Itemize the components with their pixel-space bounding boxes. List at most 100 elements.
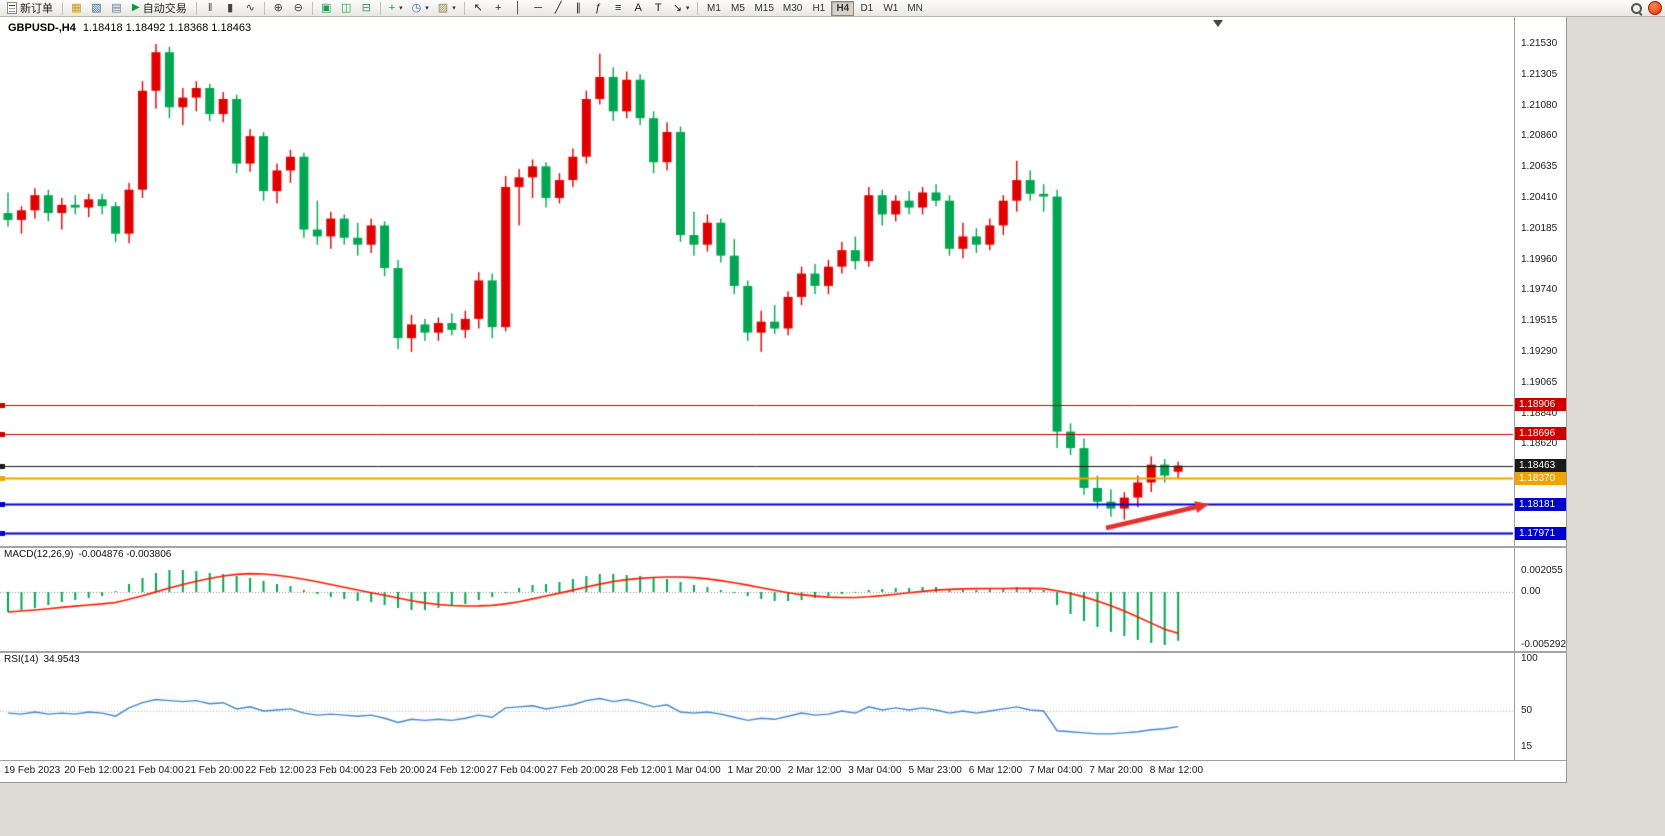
price-tick: 1.21080 (1521, 99, 1558, 111)
toolbar-group-chart-types: ‖ ▮ ∿ (201, 1, 260, 16)
toolbar-separator (62, 1, 63, 15)
timeframe-m1-button[interactable]: M1 (702, 1, 725, 16)
new-order-button[interactable]: 新订单 (2, 1, 58, 16)
periods-menu-button[interactable]: ◷ ▾ (408, 1, 433, 16)
time-axis-separator (0, 760, 1567, 761)
timeframe-d1-button[interactable]: D1 (855, 1, 878, 16)
zoom-in-button[interactable]: ⊕ (269, 1, 288, 16)
cursor-button[interactable]: ↖ (469, 1, 488, 16)
vertical-line-button[interactable]: │ (509, 1, 528, 16)
timeframe-mn-button[interactable]: MN (903, 1, 927, 16)
candlestick-chart-button[interactable]: ▮ (221, 1, 240, 16)
time-label: 2 Mar 12:00 (787, 765, 842, 776)
toolbar-group-timeframes: M1 M5 M15 M30 H1 H4 D1 W1 MN (702, 0, 927, 16)
time-label: 5 Mar 23:00 (908, 765, 962, 776)
price-tick: 1.20185 (1521, 222, 1558, 234)
toolbar-separator (263, 1, 265, 15)
templates-icon: ▨ (437, 1, 449, 14)
text-button[interactable]: A (629, 1, 648, 16)
toolbar-separator (379, 1, 381, 15)
time-label: 24 Feb 12:00 (426, 765, 486, 776)
fibonacci-button[interactable]: ƒ (589, 1, 608, 16)
data-window-button[interactable]: ▤ (107, 1, 126, 16)
indicators-button[interactable]: + ▾ (385, 1, 407, 16)
bar-chart-button[interactable]: ‖ (201, 1, 220, 16)
macd-axis-label: 0.00 (1521, 586, 1541, 597)
auto-trading-button[interactable]: ▶ 自动交易 (127, 1, 192, 16)
dropdown-caret-icon: ▾ (425, 5, 429, 12)
rsi-axis-label: 100 (1521, 653, 1538, 664)
time-label: 7 Mar 04:00 (1029, 765, 1083, 776)
ohlc-values: 1.18418 1.18492 1.18368 1.18463 (82, 22, 252, 34)
price-tick: 1.18620 (1521, 437, 1558, 449)
macd-axis-label: -0.005292 (1521, 638, 1567, 650)
price-tag[interactable]: 1.18906 (1515, 398, 1566, 412)
time-label: 7 Mar 20:00 (1089, 765, 1143, 776)
crosshair-icon: + (494, 1, 502, 14)
time-label: 21 Feb 20:00 (184, 765, 244, 776)
time-label: 21 Feb 04:00 (124, 765, 184, 776)
price-tick: 1.19290 (1521, 345, 1558, 357)
price-tick: 1.21530 (1521, 38, 1558, 49)
equidistant-channel-icon: ∥ (575, 1, 581, 14)
horizontal-line-button[interactable]: ─ (529, 1, 548, 16)
price-tick: 1.19515 (1521, 314, 1558, 326)
price-tag[interactable]: 1.18370 (1515, 471, 1566, 485)
timeframe-w1-button[interactable]: W1 (879, 1, 902, 16)
price-tick: 1.19960 (1521, 253, 1558, 265)
tile-vertically-button[interactable]: ⊟ (357, 1, 376, 16)
price-tag[interactable]: 1.18463 (1515, 459, 1566, 473)
price-tick: 1.20410 (1521, 191, 1558, 203)
time-axis[interactable]: 19 Feb 2023 20 Feb 12:00 21 Feb 04:00 21 Fe… (0, 761, 1514, 783)
new-chart-icon: ▦ (71, 1, 82, 14)
arrows-button[interactable]: ↘ ▾ (669, 1, 694, 16)
tile-horizontally-button[interactable]: ◫ (337, 1, 356, 16)
time-label: 8 Mar 12:00 (1149, 765, 1204, 776)
price-tag[interactable]: 1.18181 (1515, 497, 1566, 511)
trendline-button[interactable]: ╱ (549, 1, 568, 16)
cursor-icon: ↖ (473, 1, 483, 14)
zoom-out-icon: ⊖ (293, 1, 303, 14)
time-label: 28 Feb 12:00 (607, 765, 666, 776)
timeframe-m5-button[interactable]: M5 (726, 1, 749, 16)
dropdown-caret-icon: ▾ (399, 5, 403, 12)
price-tag[interactable]: 1.17971 (1515, 526, 1566, 540)
timeframe-h4-button[interactable]: H4 (831, 0, 855, 16)
horizontal-line-icon: ─ (534, 1, 543, 14)
price-axis[interactable]: 1.21530 1.21305 1.21080 1.20860 1.20635 1.204… (1515, 17, 1567, 760)
chart-shift-marker[interactable] (1213, 20, 1223, 27)
profiles-button[interactable]: ▧ (87, 1, 106, 16)
timeframe-m15-button[interactable]: M15 (750, 1, 777, 16)
equidistant-channel-button[interactable]: ∥ (569, 1, 588, 16)
templates-button[interactable]: ▨ ▾ (434, 1, 460, 16)
auto-trading-label: 自动交易 (142, 3, 187, 15)
crosshair-button[interactable]: + (489, 1, 508, 16)
macd-panel-splitter[interactable] (0, 546, 1567, 548)
timeframe-m30-button[interactable]: M30 (779, 1, 806, 16)
price-axis-separator (1514, 17, 1515, 761)
price-tick: 1.19740 (1521, 284, 1558, 296)
tile-windows-button[interactable]: ▣ (317, 1, 336, 16)
price-tick: 1.21305 (1521, 68, 1558, 80)
line-chart-button[interactable]: ∿ (241, 1, 260, 16)
andrews-pitchfork-icon: ≡ (614, 1, 622, 14)
andrews-pitchfork-button[interactable]: ≡ (609, 1, 628, 16)
text-label-icon: T (654, 1, 662, 14)
time-label: 1 Mar 20:00 (727, 765, 781, 776)
toolbar-separator (463, 1, 465, 15)
new-chart-button[interactable]: ▦ (67, 1, 86, 16)
text-label-button[interactable]: T (649, 1, 668, 16)
time-label: 19 Feb 2023 (4, 765, 61, 776)
chart-canvas[interactable] (0, 17, 1567, 783)
search-icon[interactable] (1630, 2, 1643, 15)
rsi-panel-splitter[interactable] (0, 651, 1567, 653)
notification-badge[interactable] (1648, 1, 1662, 15)
toolbar-group-dropdowns: + ▾ ◷ ▾ ▨ ▾ (385, 1, 460, 16)
price-tag[interactable]: 1.18696 (1515, 427, 1566, 441)
timeframe-h1-button[interactable]: H1 (807, 1, 830, 16)
rsi-axis-label: 15 (1521, 741, 1533, 753)
zoom-out-button[interactable]: ⊖ (289, 1, 308, 16)
toolbar-group-drawing-tools: ↖ + │ ─ ╱ ∥ ƒ ≡ A T ↘ ▾ (469, 1, 694, 16)
new-order-label: 新订单 (20, 3, 53, 15)
